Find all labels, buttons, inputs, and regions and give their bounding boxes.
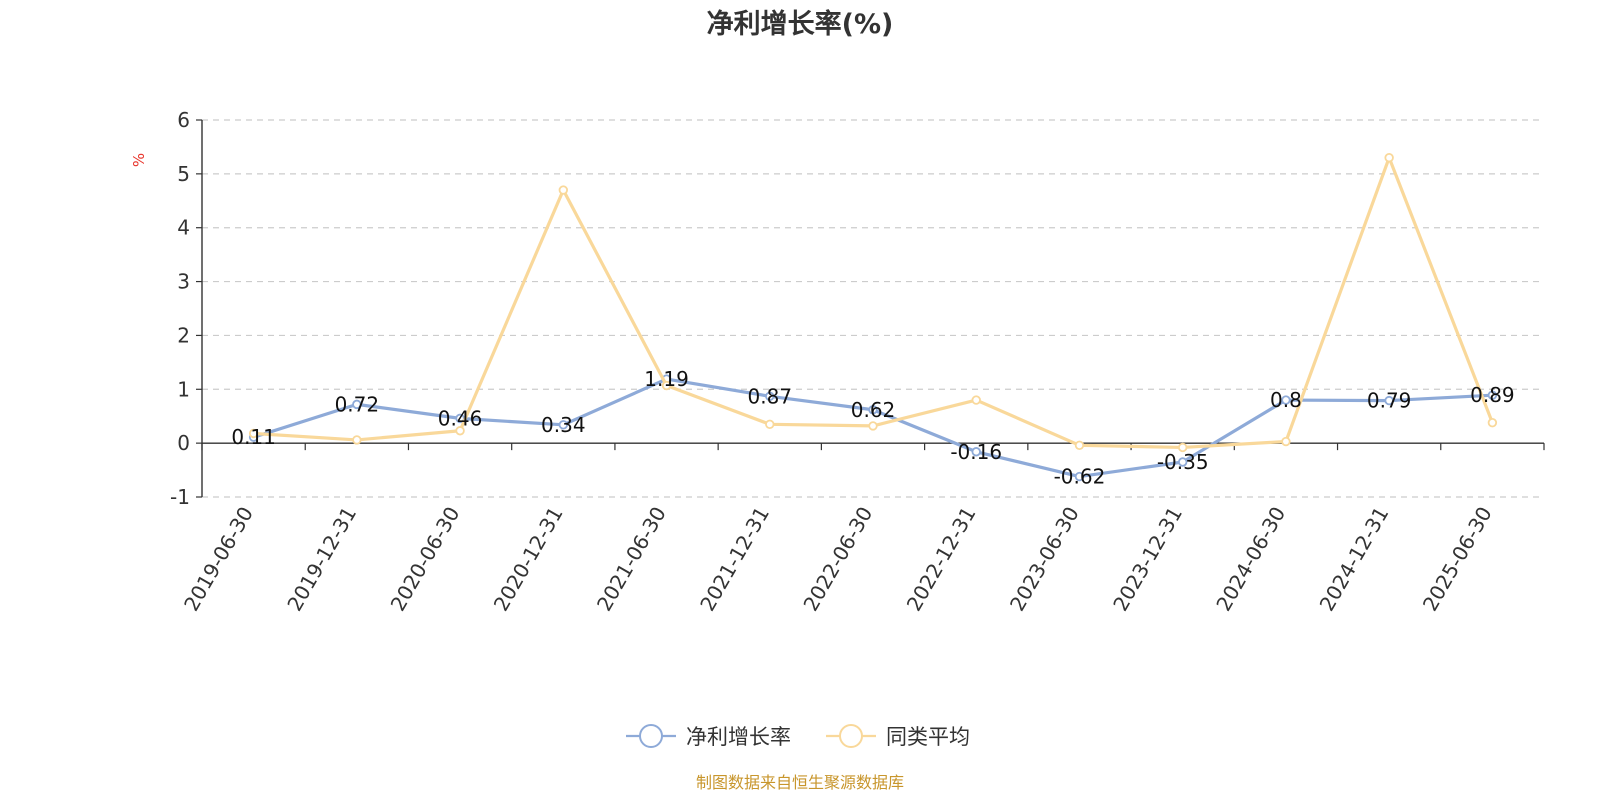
data-labels: 0.11 0.72 0.46 0.34 1.19 0.87 0.62 -0.16 -0.62 -0… — [231, 367, 1514, 488]
data-point[interactable] — [248, 428, 259, 439]
y-tick-label: 1 — [177, 377, 190, 401]
y-tick-label: -1 — [170, 485, 190, 509]
data-label: -0.35 — [1157, 450, 1209, 474]
x-tick-label: 2021-06-30 — [592, 503, 671, 616]
x-tick-label: 2024-06-30 — [1211, 503, 1290, 616]
series-lines — [248, 152, 1498, 482]
y-tick-label: 0 — [177, 431, 190, 455]
data-label: 0.62 — [851, 398, 896, 422]
legend-item-2[interactable]: 同类平均 — [826, 724, 970, 749]
legend-label: 同类平均 — [886, 725, 970, 749]
data-label: 1.19 — [644, 367, 689, 391]
data-point[interactable] — [1074, 440, 1085, 450]
y-tick-label: 6 — [177, 108, 190, 132]
source-note: 制图数据来自恒生聚源数据库 — [696, 773, 904, 792]
data-point[interactable] — [1281, 436, 1291, 447]
x-tick-label: 2023-06-30 — [1005, 503, 1084, 616]
data-point[interactable] — [1177, 442, 1188, 453]
chart-title: 净利增长率(%) — [707, 8, 894, 40]
data-point[interactable] — [558, 420, 569, 430]
legend-label: 净利增长率 — [686, 725, 791, 749]
grid-lines — [202, 119, 1544, 498]
data-point[interactable] — [971, 395, 981, 405]
data-label: 0.79 — [1367, 389, 1412, 413]
data-label: 0.46 — [438, 406, 483, 430]
data-label: -0.62 — [1054, 465, 1106, 489]
legend-circle-icon — [839, 724, 863, 748]
data-point[interactable] — [1487, 390, 1498, 400]
data-point[interactable] — [1384, 152, 1394, 163]
data-point[interactable] — [868, 405, 878, 415]
data-point[interactable] — [765, 419, 775, 429]
y-tick-label: 2 — [177, 323, 190, 347]
data-point[interactable] — [1281, 395, 1291, 405]
legend-item-1[interactable]: 净利增长率 — [626, 724, 791, 749]
axes: -1 0 1 2 3 4 5 6 2019-06-30 2019-12-31 2020-06-30 2… — [170, 108, 1545, 616]
data-point[interactable] — [1487, 417, 1498, 428]
x-tick-label: 2022-12-31 — [902, 502, 981, 615]
data-point[interactable] — [558, 185, 569, 195]
legend[interactable]: 净利增长率 同类平均 — [626, 724, 970, 749]
x-tick-label: 2020-06-30 — [386, 502, 465, 615]
x-tick-label: 2020-12-31 — [489, 503, 568, 616]
data-point[interactable] — [661, 380, 672, 391]
data-label: -0.16 — [950, 440, 1002, 464]
x-tick-label: 2023-12-31 — [1108, 503, 1187, 616]
x-tick-label: 2022-06-30 — [798, 503, 877, 616]
y-axis-unit-label: % — [130, 153, 148, 167]
y-tick-label: 4 — [177, 216, 190, 240]
data-point[interactable] — [971, 447, 981, 457]
x-tick-label: 2019-12-31 — [282, 503, 361, 616]
data-point[interactable] — [765, 391, 775, 401]
data-label: 0.72 — [335, 392, 380, 416]
data-point[interactable] — [1177, 457, 1188, 467]
data-point[interactable] — [352, 399, 362, 410]
legend-circle-icon — [639, 724, 663, 748]
x-tick-label: 2021-12-31 — [695, 503, 774, 616]
data-point[interactable] — [455, 426, 465, 436]
data-label: 0.89 — [1470, 383, 1515, 407]
data-label: 0.87 — [748, 384, 793, 408]
x-tick-label: 2019-06-30 — [179, 503, 258, 616]
x-tick-label: 2024-12-31 — [1315, 503, 1394, 616]
data-point[interactable] — [1074, 471, 1085, 482]
data-label: 0.11 — [231, 425, 276, 449]
data-label: 0.34 — [541, 413, 586, 437]
x-tick-label: 2025-06-30 — [1418, 503, 1497, 616]
data-point[interactable] — [1384, 395, 1394, 406]
y-tick-label: 3 — [177, 270, 190, 294]
data-label: 0.8 — [1270, 388, 1302, 412]
y-tick-label: 5 — [177, 162, 190, 186]
data-point[interactable] — [352, 435, 362, 445]
data-point[interactable] — [868, 421, 878, 431]
